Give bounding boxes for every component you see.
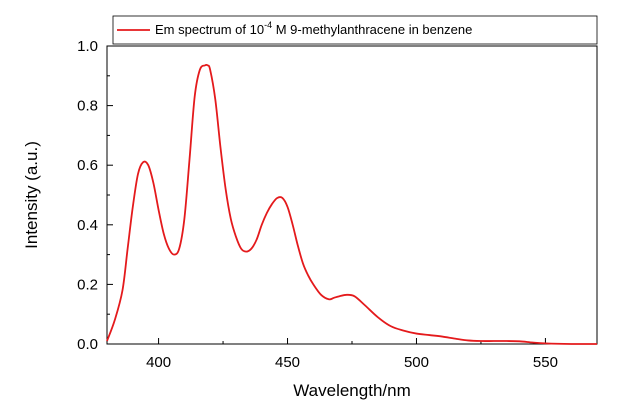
x-axis-title: Wavelength/nm [293, 381, 410, 400]
y-tick-label: 0.4 [77, 217, 98, 234]
x-tick-label: 400 [146, 354, 171, 371]
legend-label-prefix: Em spectrum of 10 [155, 22, 264, 37]
x-tick-label: 450 [275, 354, 300, 371]
y-tick-label: 0.0 [77, 336, 98, 353]
x-axis-tick-labels: 400 450 500 550 [146, 354, 558, 371]
x-tick-label: 550 [533, 354, 558, 371]
series-layer [106, 63, 597, 345]
series-line [106, 63, 597, 345]
plot-frame [106, 45, 598, 345]
y-tick-label: 0.2 [77, 276, 98, 293]
y-tick-label: 0.8 [77, 98, 98, 115]
legend-series-label: Em spectrum of 10-4 M 9-methylanthracene… [155, 20, 472, 37]
y-tick-label: 1.0 [77, 38, 98, 55]
x-tick-label: 500 [404, 354, 429, 371]
y-axis-title: Intensity (a.u.) [22, 141, 41, 249]
y-axis-tick-labels: 0.0 0.2 0.4 0.6 0.8 1.0 [77, 38, 98, 353]
legend-label-superscript: -4 [264, 20, 272, 30]
y-axis-ticks [107, 45, 113, 345]
plot-area-border [106, 45, 598, 345]
legend-box [112, 15, 598, 45]
legend: Em spectrum of 10-4 M 9-methylanthracene… [112, 15, 598, 45]
y-tick-label: 0.6 [77, 157, 98, 174]
legend-label-suffix: M 9-methylanthracene in benzene [272, 22, 472, 37]
